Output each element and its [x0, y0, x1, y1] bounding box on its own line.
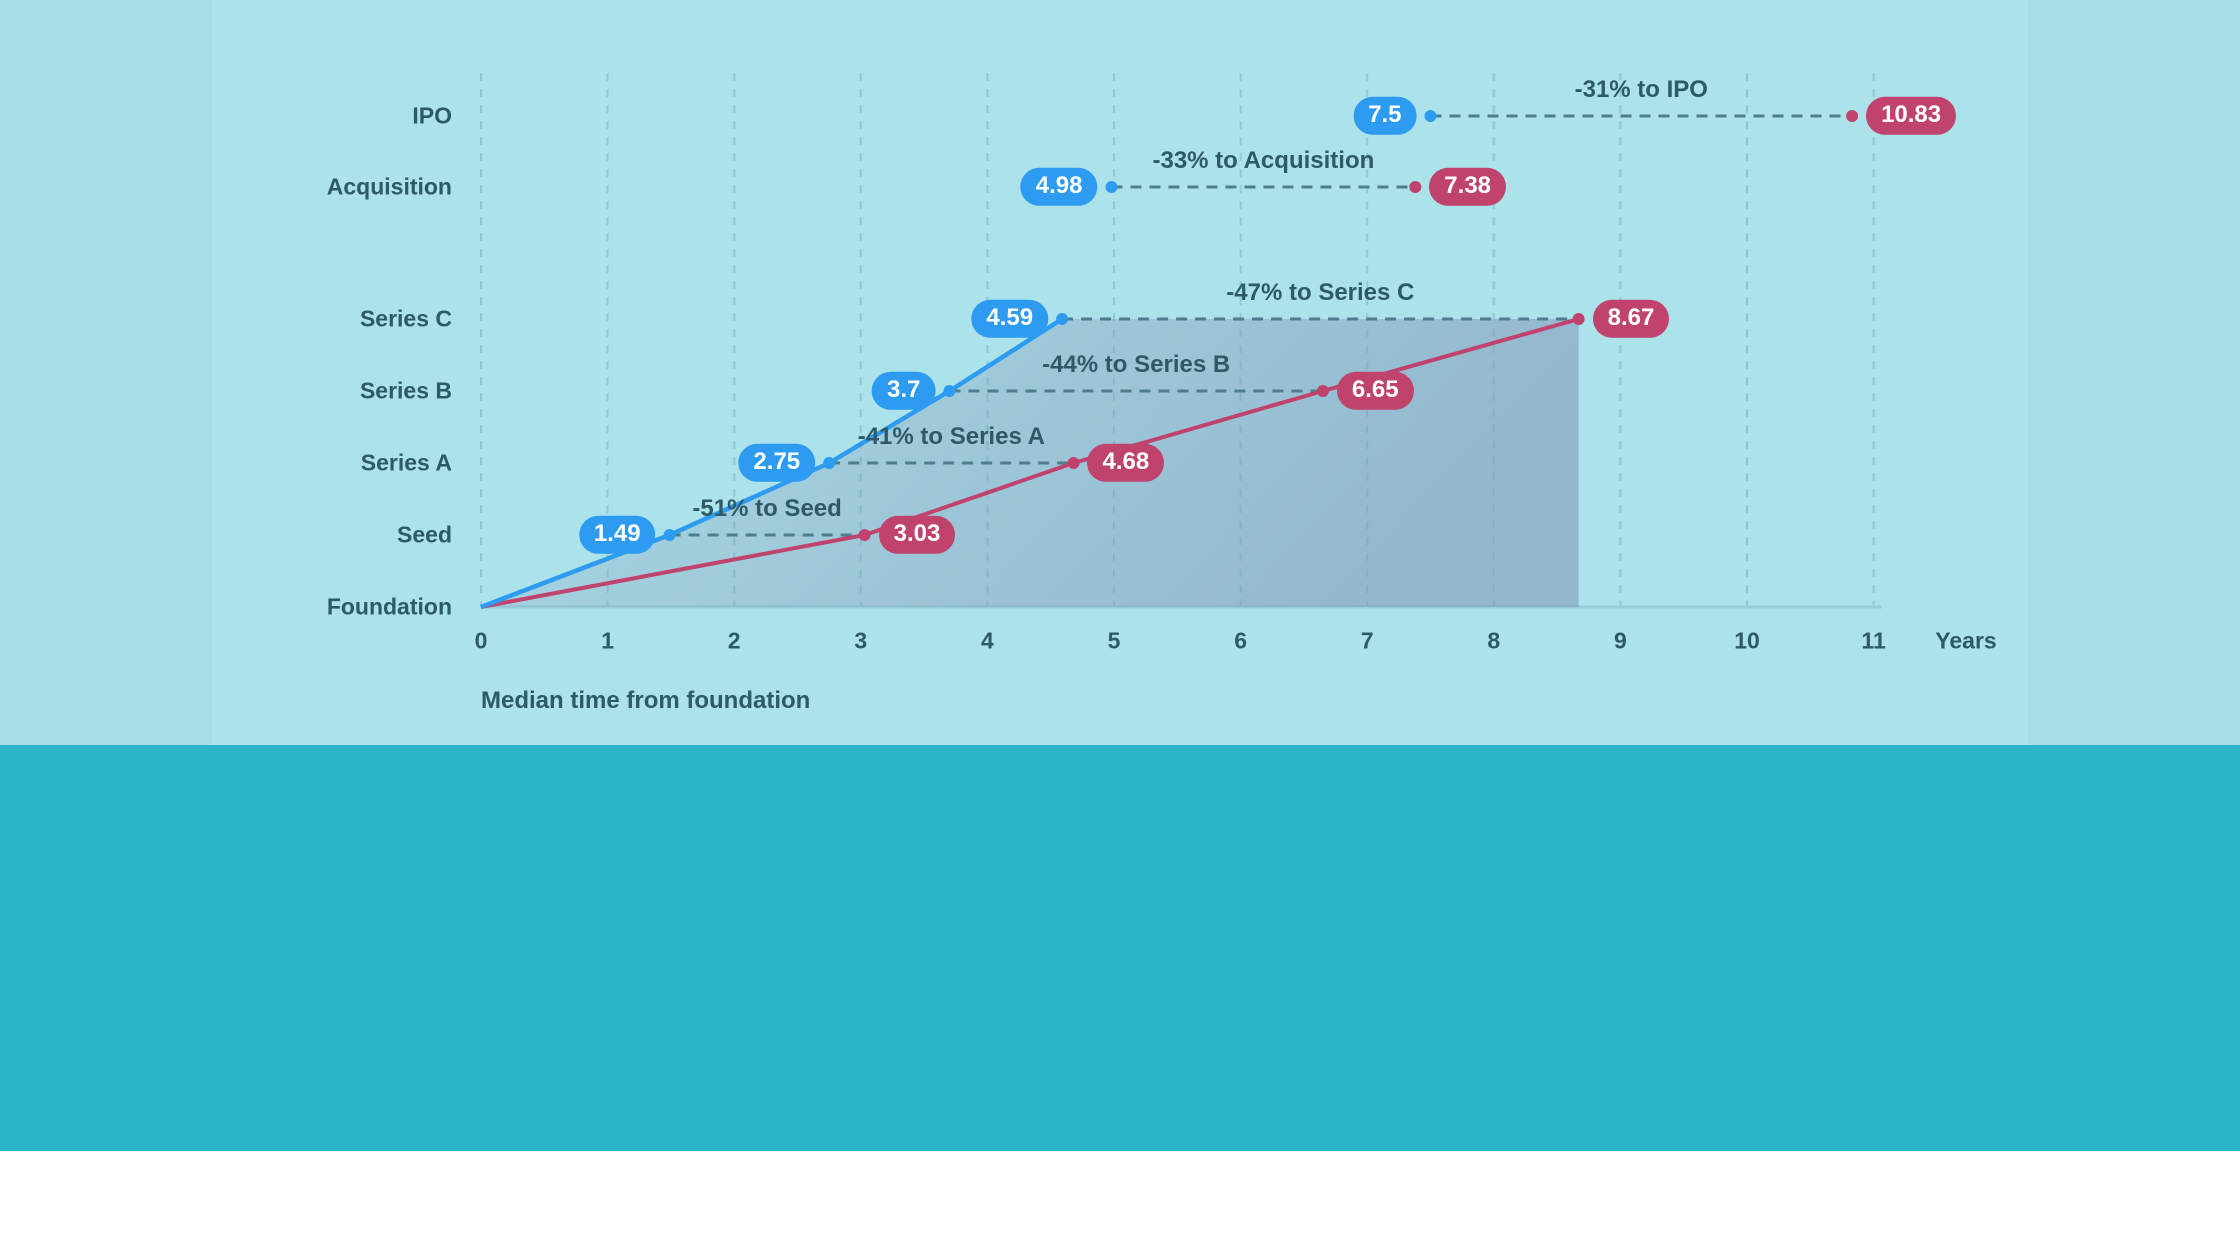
- milestone-timeline-chart: [480, 73, 1882, 610]
- row-label-seed: Seed: [397, 521, 452, 548]
- value-badge-blue: 4.59: [971, 299, 1049, 339]
- delta-annotation: -47% to Series C: [1226, 279, 1415, 306]
- data-point-blue: [663, 529, 676, 541]
- x-tick-2: 2: [727, 627, 741, 654]
- data-point-blue: [823, 457, 836, 469]
- x-tick-1: 1: [601, 627, 614, 654]
- x-axis-unit-label: Years: [1935, 627, 1997, 654]
- value-badge-blue: 2.75: [738, 443, 816, 483]
- row-label-series-c: Series C: [359, 305, 452, 332]
- value-badge-pink: 7.38: [1429, 167, 1507, 207]
- row-label-foundation: Foundation: [326, 593, 452, 620]
- delta-annotation: -31% to IPO: [1574, 76, 1708, 103]
- data-point-blue: [943, 385, 956, 397]
- data-point-pink: [1409, 181, 1422, 193]
- chart-labels-layer: 0 1 2 3 4 5 6 7 8 9 10 11 Years Median time from foun…: [326, 76, 1997, 714]
- row-label-series-b: Series B: [359, 377, 452, 404]
- row-label-series-a: Series A: [360, 449, 452, 476]
- data-point-blue: [1105, 181, 1118, 193]
- value-badge-pink: 4.68: [1087, 443, 1165, 483]
- value-badge-blue: 7.5: [1353, 96, 1417, 136]
- x-tick-11: 11: [1861, 627, 1886, 654]
- x-tick-6: 6: [1234, 627, 1247, 654]
- data-point-pink: [1067, 457, 1080, 469]
- data-point-pink: [1846, 110, 1859, 122]
- delta-annotation: -44% to Series B: [1042, 351, 1231, 378]
- x-axis-caption: Median time from foundation: [481, 687, 811, 714]
- value-badge-blue: 3.7: [872, 371, 936, 411]
- x-tick-3: 3: [854, 627, 868, 654]
- title-banner: Measurable Advantages of Startup Studios: [0, 745, 2240, 1151]
- x-tick-9: 9: [1613, 627, 1627, 654]
- row-label-acquisition: Acquisition: [326, 173, 452, 200]
- delta-annotation: -51% to Seed: [692, 495, 842, 522]
- data-point-pink: [1316, 385, 1329, 397]
- chart-section: 0 1 2 3 4 5 6 7 8 9 10 11 Years Median time from foun…: [0, 0, 2240, 745]
- value-badge-pink: 3.03: [878, 515, 956, 555]
- x-tick-10: 10: [1734, 627, 1760, 654]
- data-point-blue: [1056, 313, 1069, 325]
- data-point-pink: [1572, 313, 1585, 325]
- x-tick-8: 8: [1487, 627, 1501, 654]
- value-badge-blue: 4.98: [1020, 167, 1098, 207]
- value-badge-blue: 1.49: [578, 515, 656, 555]
- delta-annotation: -33% to Acquisition: [1152, 147, 1375, 174]
- data-point-pink: [858, 529, 871, 541]
- x-tick-4: 4: [980, 627, 994, 654]
- x-tick-5: 5: [1107, 627, 1121, 654]
- data-point-blue: [1424, 110, 1437, 122]
- x-tick-7: 7: [1360, 627, 1374, 654]
- value-badge-pink: 8.67: [1592, 299, 1670, 339]
- value-badge-pink: 6.65: [1336, 371, 1414, 411]
- delta-annotation: -41% to Series A: [857, 423, 1045, 450]
- x-tick-0: 0: [474, 627, 488, 654]
- value-badge-pink: 10.83: [1866, 96, 1957, 136]
- footer-bar: fastbreak.one: [0, 1151, 2240, 1260]
- row-label-ipo: IPO: [412, 102, 452, 129]
